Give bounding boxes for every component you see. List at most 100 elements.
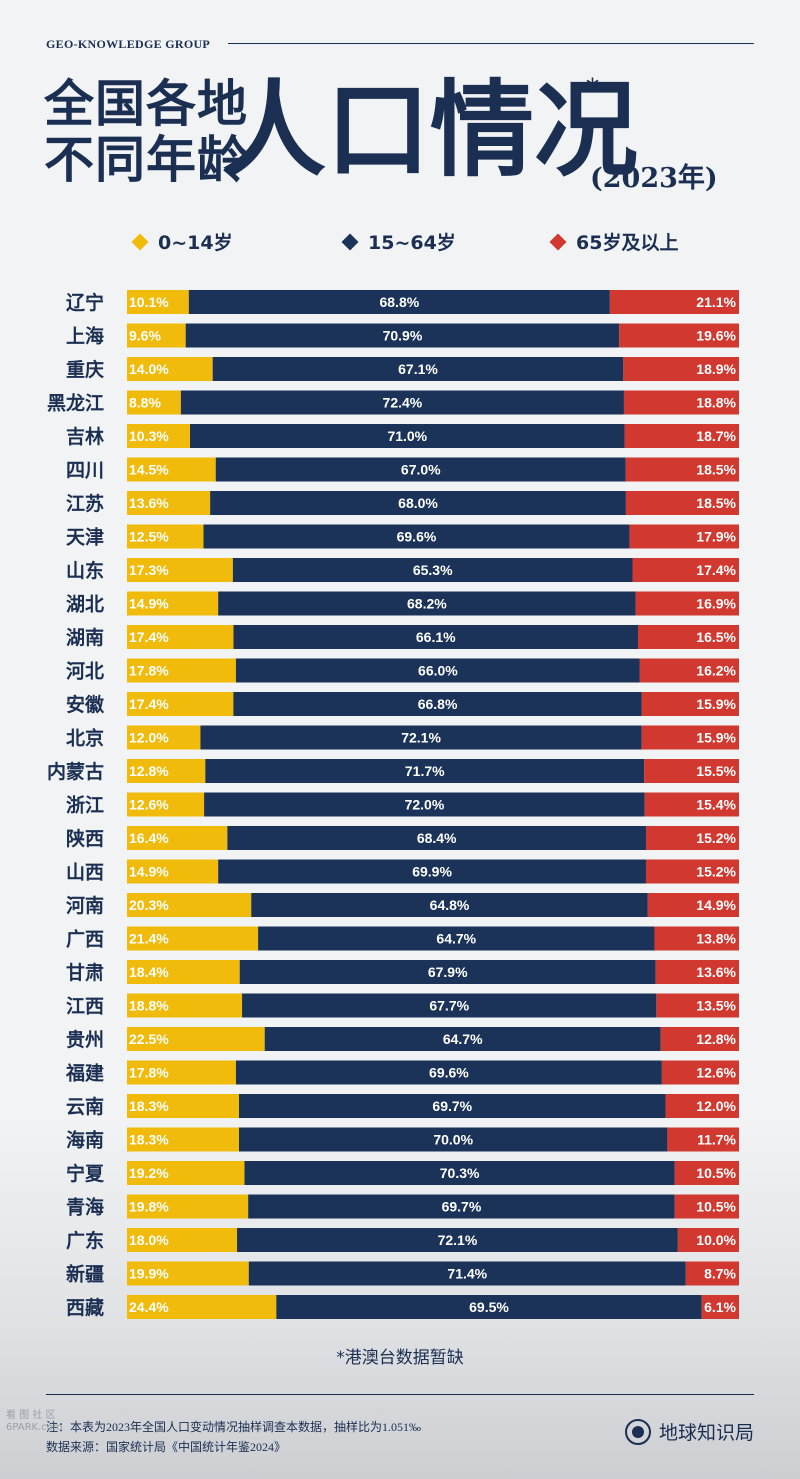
bar-value-label: 18.5%: [696, 495, 736, 511]
globe-icon: [624, 1418, 651, 1445]
province-label: 湖北: [66, 594, 104, 616]
bar-value-label: 16.9%: [696, 596, 736, 612]
bar-segment: [625, 491, 739, 515]
bar-segment: [624, 424, 739, 448]
bar-segment: [629, 524, 739, 549]
bar-segment: [641, 692, 739, 716]
bar-segment: [127, 1094, 239, 1118]
bar-value-label: 16.5%: [696, 629, 736, 645]
bar-segment: [665, 1094, 739, 1118]
province-label: 山西: [66, 862, 104, 884]
bar-value-label: 18.4%: [129, 964, 169, 980]
bar-segment: [638, 625, 739, 649]
bar-segment: [635, 591, 739, 616]
footnote-note: *港澳台数据暂缺: [336, 1348, 464, 1368]
bar-value-label: 67.0%: [401, 462, 441, 478]
bar-value-label: 69.7%: [442, 1199, 482, 1215]
title-line-1: 全国各地: [44, 74, 248, 133]
bar-value-label: 13.5%: [696, 998, 736, 1014]
bar-segment: [264, 1027, 661, 1051]
bar-segment: [205, 759, 645, 783]
top-divider: [228, 43, 754, 44]
bar-segment: [210, 491, 626, 515]
bar-segment: [232, 558, 633, 582]
province-label: 浙江: [66, 794, 104, 817]
bar-value-label: 9.6%: [129, 328, 161, 344]
title-year: (2023年): [590, 163, 718, 194]
legend-label-15-64: 15~64岁: [368, 232, 456, 254]
bar-segment: [180, 390, 624, 415]
bar-segment: [127, 1127, 239, 1152]
province-label: 海南: [66, 1129, 104, 1152]
bar-segment: [127, 859, 219, 884]
bar-value-label: 12.8%: [696, 1031, 736, 1047]
bar-value-label: 71.4%: [447, 1266, 487, 1282]
bar-value-label: 8.8%: [129, 395, 161, 411]
bar-segment: [685, 1261, 739, 1286]
bar-value-label: 13.6%: [696, 964, 736, 980]
bar-value-label: 14.9%: [129, 864, 169, 880]
legend-item-0-14: 0~14岁: [131, 228, 233, 255]
bar-value-label: 17.3%: [129, 562, 169, 578]
bar-value-label: 70.9%: [383, 328, 423, 344]
bar-value-label: 19.2%: [129, 1165, 169, 1181]
province-label: 贵州: [66, 1029, 104, 1051]
bar-value-label: 10.1%: [129, 294, 169, 310]
bar-segment: [660, 1027, 739, 1051]
bar-value-label: 22.5%: [129, 1031, 169, 1047]
bottom-divider: [46, 1394, 754, 1395]
bar-segment: [248, 1261, 686, 1286]
bar-segment: [239, 960, 656, 984]
bar-segment: [127, 558, 233, 582]
bar-segment: [227, 826, 646, 850]
bar-segment: [609, 290, 739, 314]
bar-value-label: 69.9%: [412, 864, 452, 880]
bar-value-label: 18.3%: [129, 1132, 169, 1148]
province-label: 陕西: [66, 827, 104, 850]
bar-segment: [656, 993, 739, 1018]
bar-value-label: 14.5%: [129, 462, 169, 478]
title-footnote-marker: *: [586, 74, 599, 104]
province-label: 福建: [65, 1062, 104, 1085]
bar-segment: [204, 792, 645, 817]
bar-value-label: 69.6%: [429, 1065, 469, 1081]
bar-segment: [644, 759, 739, 783]
bar-value-label: 10.0%: [696, 1232, 736, 1248]
bar-segment: [127, 960, 240, 984]
bar-segment: [237, 1228, 678, 1252]
bar-value-label: 6.1%: [704, 1299, 736, 1315]
bar-segment: [127, 1060, 236, 1085]
bar-value-label: 66.1%: [416, 629, 456, 645]
bar-value-label: 68.0%: [398, 495, 438, 511]
bar-value-label: 17.9%: [696, 529, 736, 545]
bar-value-label: 14.9%: [696, 897, 736, 913]
bar-value-label: 72.0%: [405, 797, 445, 813]
bar-segment: [203, 524, 630, 549]
province-label: 宁夏: [66, 1162, 105, 1185]
province-label: 湖南: [66, 627, 104, 649]
bar-value-label: 67.1%: [398, 361, 438, 377]
bar-value-label: 20.3%: [129, 897, 169, 913]
bar-value-label: 21.4%: [129, 931, 169, 947]
bar-value-label: 15.2%: [696, 864, 736, 880]
bar-value-label: 67.9%: [428, 964, 468, 980]
bar-segment: [639, 658, 739, 683]
bar-value-label: 21.1%: [696, 294, 736, 310]
province-label: 安徽: [66, 693, 105, 716]
bar-segment: [185, 323, 620, 348]
bar-segment: [623, 357, 739, 381]
bar-segment: [127, 792, 205, 817]
province-label: 河北: [66, 661, 104, 683]
bar-segment: [127, 424, 191, 448]
bar-value-label: 69.7%: [432, 1098, 472, 1114]
bar-value-label: 10.5%: [696, 1165, 736, 1181]
bar-value-label: 12.5%: [129, 529, 169, 545]
bar-value-label: 16.2%: [696, 663, 736, 679]
bar-value-label: 67.7%: [429, 998, 469, 1014]
bar-segment: [654, 926, 739, 951]
bar-segment: [127, 323, 186, 348]
province-label: 江苏: [66, 492, 104, 515]
bar-value-label: 68.8%: [379, 294, 419, 310]
bar-value-label: 14.0%: [129, 361, 169, 377]
